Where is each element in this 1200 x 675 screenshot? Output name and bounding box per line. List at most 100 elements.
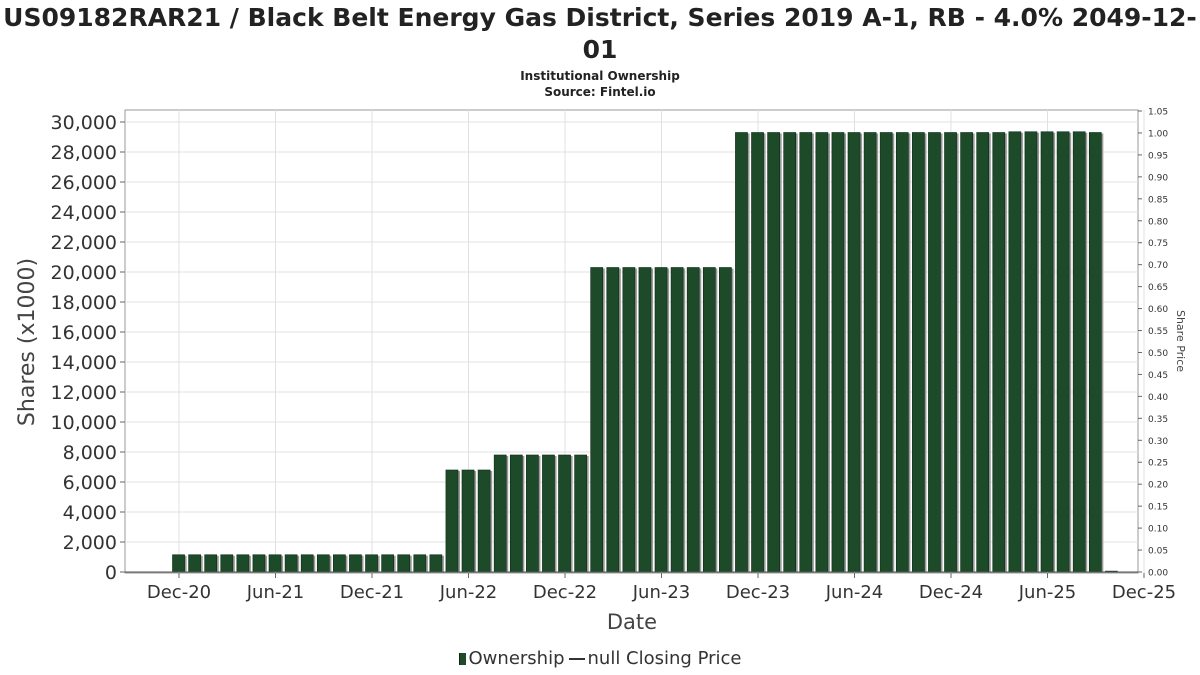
- bar-body: [397, 554, 411, 573]
- bar-body: [1056, 131, 1070, 573]
- bar: [316, 554, 332, 573]
- bar: [895, 132, 911, 573]
- y-axis-label: Shares (x1000): [15, 258, 40, 426]
- y2-tick-label: 0.60: [1148, 305, 1168, 315]
- bar-body: [509, 454, 523, 573]
- bar-body: [783, 132, 797, 573]
- bar-body: [349, 554, 362, 573]
- y-tick-label: 26,000: [51, 172, 117, 194]
- bar-body: [702, 267, 716, 573]
- bar: [960, 132, 975, 573]
- bar-body: [316, 554, 330, 573]
- bar-body: [413, 554, 427, 573]
- bar-body: [1088, 132, 1102, 573]
- x-tick-label: Dec-25: [1112, 582, 1176, 603]
- bar: [590, 267, 605, 573]
- bar-body: [574, 454, 587, 573]
- bar-body: [558, 454, 571, 573]
- bar: [252, 554, 267, 573]
- bar: [847, 132, 863, 573]
- bar-body: [333, 554, 346, 573]
- bar: [397, 554, 412, 573]
- bar: [1008, 131, 1023, 573]
- bar-body: [461, 469, 475, 573]
- chart-title: US09182RAR21 / Black Belt Energy Gas Dis…: [3, 3, 1197, 64]
- bar: [767, 132, 782, 573]
- bar-body: [590, 267, 604, 573]
- y-tick-label: 18,000: [51, 292, 117, 314]
- bar-body: [638, 267, 652, 573]
- bar: [719, 267, 734, 573]
- bar-body: [606, 267, 620, 573]
- bar-body: [526, 454, 539, 573]
- bar-body: [815, 132, 829, 573]
- bar: [429, 554, 444, 573]
- y2-tick-label: 0.25: [1148, 459, 1168, 469]
- y2-tick-label: 0.95: [1148, 151, 1168, 161]
- bar-body: [300, 554, 314, 573]
- bar-body: [847, 132, 861, 573]
- x-tick-label: Dec-22: [533, 582, 597, 603]
- bar: [188, 554, 203, 573]
- y2-tick-label: 0.55: [1148, 327, 1168, 337]
- y-tick-label: 10,000: [51, 412, 117, 434]
- bar-body: [895, 132, 909, 573]
- bar: [542, 454, 557, 573]
- bar-body: [976, 132, 990, 573]
- x-tick-label: Jun-22: [439, 582, 498, 603]
- y2-tick-label: 0.05: [1148, 547, 1168, 557]
- bar: [172, 554, 187, 573]
- bar: [461, 469, 477, 573]
- bar: [992, 132, 1007, 573]
- bar: [622, 267, 637, 573]
- bar-body: [381, 554, 394, 573]
- y2-tick-label: 0.75: [1148, 239, 1168, 249]
- y-tick-label: 20,000: [51, 262, 117, 284]
- bar-body: [992, 132, 1006, 573]
- bar-body: [1024, 131, 1038, 573]
- y-axis-right: 0.00 0.05 0.10 0.15 0.20 0.25 0.30 0.35 0.40 0.45…: [1138, 108, 1168, 579]
- bar: [606, 267, 621, 573]
- bar-body: [477, 469, 491, 573]
- y-tick-label: 22,000: [51, 232, 117, 254]
- bar-body: [429, 554, 443, 573]
- y-tick-label: 14,000: [51, 352, 117, 374]
- y2-tick-label: 0.70: [1148, 261, 1168, 271]
- x-axis-label: Date: [607, 610, 657, 634]
- bar-body: [767, 132, 780, 573]
- y-tick-label: 2,000: [63, 532, 117, 554]
- bar-body: [719, 267, 732, 573]
- bar-body: [252, 554, 266, 573]
- bar-body: [1008, 131, 1022, 573]
- y-tick-label: 6,000: [63, 472, 117, 494]
- subtitle-line-1: Institutional Ownership: [520, 69, 680, 83]
- bar: [702, 267, 718, 573]
- bar: [236, 554, 251, 573]
- y2-tick-label: 0.35: [1148, 415, 1168, 425]
- bar: [831, 132, 846, 573]
- bar: [686, 267, 702, 573]
- bar-body: [831, 132, 845, 573]
- x-tick-label: Jun-23: [632, 582, 691, 603]
- legend-ownership-label: Ownership: [468, 648, 565, 669]
- bar: [477, 469, 493, 573]
- y2-tick-label: 1.00: [1148, 129, 1168, 139]
- x-tick-label: Dec-24: [919, 582, 983, 603]
- bar-body: [172, 554, 185, 573]
- bar-body: [912, 132, 925, 573]
- y-tick-label: 28,000: [51, 142, 117, 164]
- bar-body: [365, 554, 378, 573]
- bar-body: [1040, 131, 1054, 573]
- bar: [365, 554, 380, 573]
- bar: [670, 267, 686, 573]
- bar-body: [735, 132, 748, 573]
- bar: [413, 554, 428, 573]
- bar-body: [622, 267, 636, 573]
- x-tick-label: Dec-20: [147, 582, 211, 603]
- y2-axis-label: Share Price: [1174, 310, 1187, 372]
- bar: [381, 554, 396, 573]
- bar: [912, 132, 927, 573]
- bar-body: [654, 267, 668, 573]
- bar: [863, 132, 879, 573]
- bar: [751, 132, 766, 573]
